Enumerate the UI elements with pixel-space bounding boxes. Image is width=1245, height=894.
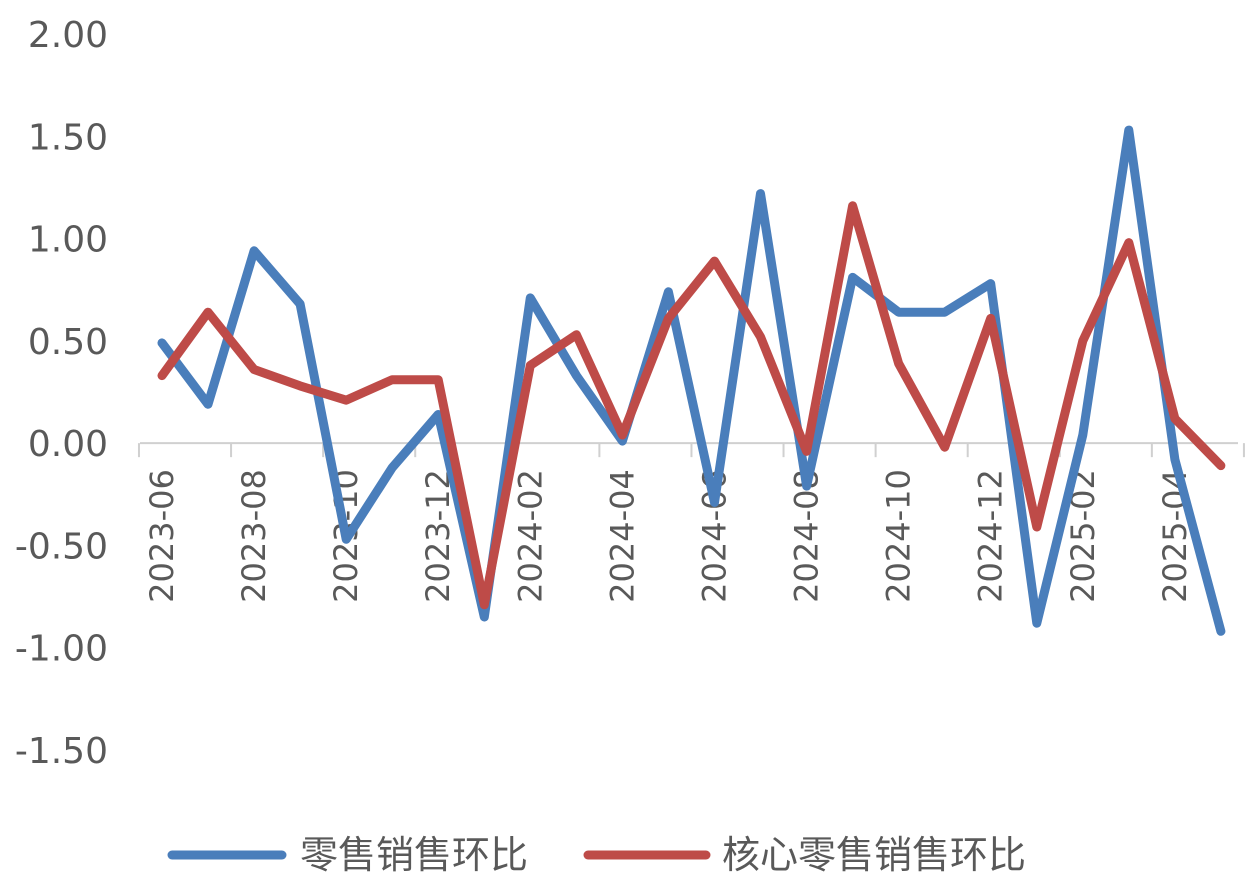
y-tick-label: 0.50	[28, 322, 108, 363]
y-tick-label: 1.50	[28, 117, 108, 158]
x-tick-label: 2024-12	[972, 469, 1010, 603]
x-axis-labels: 2023-06 2023-08 2023-10 2023-12 2024-02 2024-…	[143, 469, 1194, 603]
legend: 零售销售环比 核心零售销售环比	[167, 833, 1026, 877]
y-tick-label: 1.00	[28, 220, 108, 261]
x-tick-label: 2024-04	[603, 469, 641, 603]
x-tick-label: 2025-04	[1156, 469, 1194, 603]
x-tick-label: 2024-10	[880, 469, 918, 603]
x-tick-label: 2023-06	[143, 469, 181, 603]
y-axis-ticks: 2.00 1.50 1.00 0.50 0.00 -0.50 -1.00 -1.50	[15, 15, 108, 772]
y-tick-label: -1.50	[15, 731, 108, 772]
y-tick-label: 0.00	[28, 424, 108, 465]
x-tick-label: 2024-08	[788, 469, 826, 603]
y-tick-label: -0.50	[15, 526, 108, 567]
series-line-1	[157, 201, 1226, 610]
x-tick-label: 2023-12	[419, 469, 457, 603]
y-tick-label: -1.00	[15, 629, 108, 670]
x-tick-label: 2023-08	[235, 469, 273, 603]
series-lines	[157, 125, 1226, 636]
legend-label-1: 核心零售销售环比	[722, 833, 1026, 877]
legend-label-0: 零售销售环比	[300, 833, 528, 877]
x-tick-label: 2024-02	[511, 469, 549, 603]
y-tick-label: 2.00	[28, 15, 108, 56]
series-line-0	[157, 125, 1226, 636]
